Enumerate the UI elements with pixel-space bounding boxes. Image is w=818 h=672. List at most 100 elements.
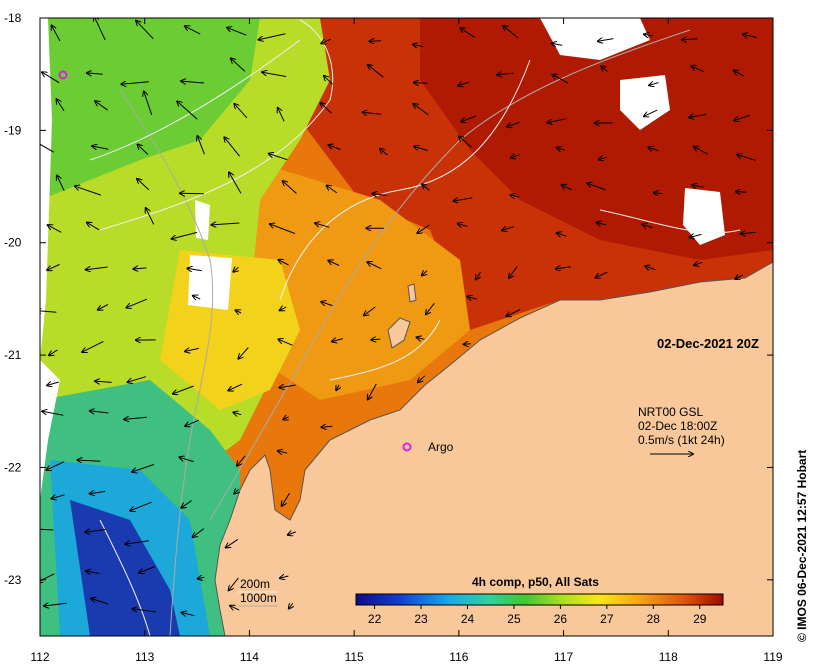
current-vector xyxy=(278,339,293,346)
current-vector xyxy=(40,143,54,153)
current-vector xyxy=(694,147,708,155)
current-vector xyxy=(453,198,473,201)
contour-white-1 xyxy=(89,39,301,161)
x-tick-label: 116 xyxy=(449,650,468,664)
current-vector xyxy=(288,532,296,535)
colorbar-tick-label: 28 xyxy=(647,612,661,626)
x-tick-label: 112 xyxy=(30,650,49,664)
current-vector xyxy=(372,194,387,196)
current-vector xyxy=(502,227,514,231)
argo-float-marker-north xyxy=(58,70,68,80)
current-vector xyxy=(91,599,109,605)
no-data-west xyxy=(40,18,52,360)
current-vector xyxy=(694,262,703,265)
current-vector xyxy=(233,267,238,272)
current-legend-line-1: NRT00 GSL xyxy=(638,405,703,419)
y-tick-label: -22 xyxy=(4,460,22,474)
cloud-north xyxy=(540,18,650,60)
current-vector xyxy=(85,530,106,533)
current-vector xyxy=(460,28,475,39)
current-vector xyxy=(598,39,614,42)
current-vector xyxy=(506,309,521,317)
current-vector xyxy=(42,411,64,416)
current-vector xyxy=(236,310,242,313)
current-legend-line-2: 02-Dec 18:00Z xyxy=(638,419,717,433)
current-vector xyxy=(597,223,607,225)
current-vector xyxy=(185,26,201,35)
current-vector xyxy=(237,455,246,466)
no-data-west-2 xyxy=(40,360,60,500)
current-vector xyxy=(86,571,100,574)
current-vector xyxy=(654,193,663,194)
current-vector xyxy=(689,115,707,118)
current-vector xyxy=(458,224,468,227)
current-vector xyxy=(126,298,148,307)
current-vector xyxy=(90,491,106,493)
current-vector xyxy=(552,75,569,84)
current-vector xyxy=(278,451,288,453)
current-vector xyxy=(173,385,194,394)
current-vector xyxy=(181,81,205,83)
current-vector xyxy=(279,385,296,388)
current-vector xyxy=(226,538,239,547)
current-vector xyxy=(212,223,240,225)
current-vector xyxy=(283,417,288,420)
colorbar-tick-label: 26 xyxy=(554,612,568,626)
current-vector xyxy=(280,576,289,578)
colorbar-title: 4h comp, p50, All Sats xyxy=(472,575,599,589)
current-vector xyxy=(182,613,195,616)
current-vector xyxy=(599,157,607,159)
cloud-ne xyxy=(620,75,670,130)
current-vector xyxy=(136,21,154,40)
y-tick-label: -20 xyxy=(4,236,22,250)
current-vector xyxy=(40,528,54,531)
current-vector xyxy=(278,108,285,122)
current-vector xyxy=(370,41,381,42)
current-vector xyxy=(75,186,102,196)
current-vector xyxy=(645,266,656,270)
current-vector xyxy=(648,147,659,151)
current-vector xyxy=(557,148,565,150)
cloud-mid-1 xyxy=(195,200,210,240)
current-vector xyxy=(144,92,153,115)
current-vector xyxy=(124,417,147,419)
current-vector xyxy=(417,224,430,233)
current-vector xyxy=(86,267,108,270)
current-vector xyxy=(734,114,751,120)
x-tick-label: 113 xyxy=(135,650,154,664)
x-tick-label: 117 xyxy=(554,650,573,664)
x-tick-label: 119 xyxy=(763,650,782,664)
colorbar-tick-label: 29 xyxy=(693,612,707,626)
contour-white-3 xyxy=(279,59,531,301)
current-vector xyxy=(691,66,705,73)
coldest-water-region xyxy=(70,500,180,636)
current-vector xyxy=(187,268,202,270)
current-vector xyxy=(511,155,520,158)
current-vector xyxy=(227,28,247,36)
current-vector xyxy=(128,376,147,383)
credit-text: © IMOS 06-Dec-2021 12:57 Hobart xyxy=(795,450,809,642)
current-vector xyxy=(228,383,243,390)
current-vector xyxy=(87,223,100,231)
current-vector xyxy=(137,179,150,191)
current-vector xyxy=(467,297,478,300)
current-vector xyxy=(177,101,198,120)
current-vector xyxy=(461,115,477,122)
current-vector xyxy=(734,71,745,77)
current-vector xyxy=(413,44,424,46)
current-vector xyxy=(229,172,242,194)
colorbar-tick-label: 22 xyxy=(368,612,382,626)
current-vector xyxy=(596,271,608,278)
current-vector xyxy=(133,609,156,613)
current-vector xyxy=(133,268,147,269)
current-vector xyxy=(417,337,425,339)
current-vector xyxy=(234,104,248,119)
current-vector xyxy=(44,603,67,606)
x-tick-label: 118 xyxy=(659,650,678,664)
current-vector xyxy=(57,176,65,192)
current-vector xyxy=(328,145,341,150)
current-vector xyxy=(321,302,333,306)
contour-white-6 xyxy=(99,519,151,636)
colorbar-ticks: 22 23 24 25 26 27 28 29 xyxy=(368,605,707,626)
y-tick-label: -21 xyxy=(4,348,22,362)
